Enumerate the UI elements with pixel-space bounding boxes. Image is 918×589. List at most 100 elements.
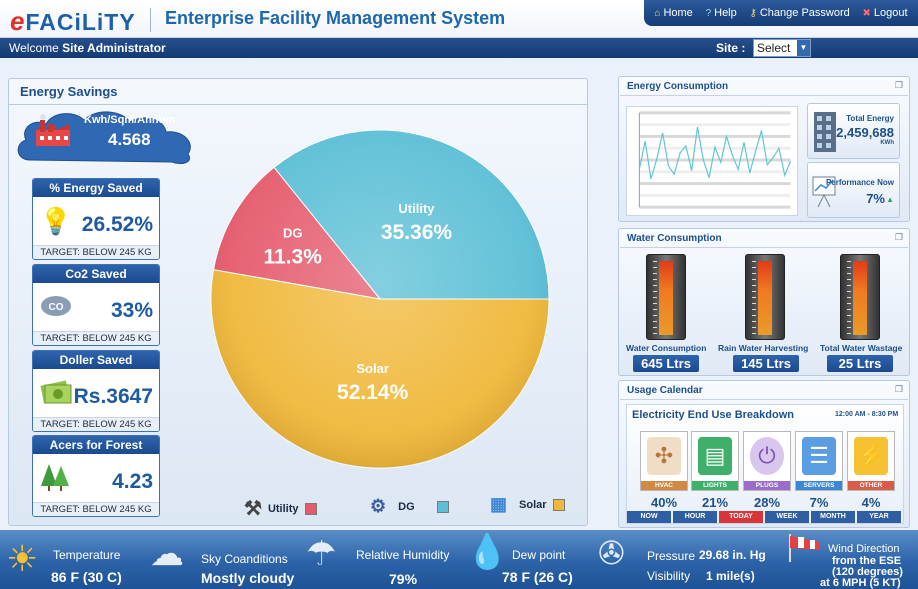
card-title: % Energy Saved (33, 179, 159, 197)
water-label: Water Consumption (626, 343, 707, 353)
maximize-icon[interactable]: ❐ (894, 80, 903, 90)
app-logo[interactable]: eFACiLiTY (10, 6, 136, 37)
nav-logout-link[interactable]: ✖ Logout (863, 7, 908, 19)
site-label: Site : (716, 41, 746, 55)
site-select-value: Select (757, 41, 791, 55)
lightbulb-icon: 💡 (39, 206, 73, 236)
temperature-value: 86 F (30 C) (51, 569, 122, 585)
help-icon: ? (705, 7, 712, 19)
usage-calendar-title: Usage Calendar (627, 385, 703, 396)
chevron-down-icon: ▼ (797, 40, 810, 56)
period-hour-button[interactable]: HOUR (673, 511, 717, 523)
key-icon: ⚷ (749, 7, 757, 19)
end-use-title: Electricity End Use Breakdown (632, 409, 794, 421)
pie-category-label: Solar (356, 361, 389, 376)
maximize-icon[interactable]: ❐ (894, 384, 903, 394)
enduse-plugs[interactable]: ⏻ PLUGS (743, 431, 791, 491)
energy-line-chart (626, 106, 798, 216)
legend-dg: ⚙ DG (370, 496, 449, 517)
total-energy-value: 2,459,688 (836, 125, 894, 140)
card-title: Acers for Forest (33, 436, 159, 454)
enduse-hvac[interactable]: ✣ HVAC (640, 431, 688, 491)
welcome-prefix: Welcome (9, 41, 59, 55)
kwh-label: Kwh/Sqm/Annum (84, 114, 176, 126)
welcome-bar: Welcome Site Administrator (0, 38, 918, 58)
pie-sheen (211, 130, 549, 468)
kwh-value: 4.568 (108, 130, 151, 149)
wind-value-3: at 6 MPH (5 KT) (820, 577, 901, 589)
water-gauge-consumption (646, 254, 686, 340)
humidity-value: 79% (389, 571, 418, 587)
pie-value-label: 35.36% (381, 221, 453, 244)
welcome-user: Site Administrator (62, 41, 166, 55)
weather-bar (0, 530, 918, 589)
solar-panel-icon: ▦ (490, 494, 508, 514)
kwh-cloud (17, 111, 191, 165)
doller-saved-card: Doller Saved Rs.3647 TARGET: BELOW 245 K… (32, 350, 160, 432)
money-icon (39, 375, 73, 411)
panel-divider (9, 104, 587, 105)
up-arrow-icon: ▲ (886, 195, 894, 204)
water-value: 145 Ltrs (733, 355, 799, 372)
enduse-label: SERVERS (796, 481, 842, 490)
card-target: TARGET: BELOW 245 KG (33, 502, 159, 516)
enduse-label: OTHER (848, 481, 894, 490)
panel-divider (620, 399, 908, 400)
period-now-button[interactable]: NOW (627, 511, 671, 523)
enduse-pct: 4% (861, 495, 881, 510)
legend-label: Solar (519, 498, 547, 511)
sky-value: Mostly cloudy (201, 570, 295, 586)
legend-swatch (436, 500, 449, 513)
dew-point-label: Dew point (512, 548, 566, 562)
acers-forest-card: Acers for Forest 4.23 TARGET: BELOW 245 … (32, 435, 160, 517)
sun-icon: ☀ (6, 538, 39, 579)
maximize-icon[interactable]: ❐ (894, 232, 903, 242)
pie-category-label: DG (283, 225, 303, 240)
enduse-lights[interactable]: ▤ LIGHTS (691, 431, 739, 491)
enduse-label: HVAC (641, 481, 687, 490)
period-month-button[interactable]: MONTH (811, 511, 855, 523)
nav-change-password-link[interactable]: ⚷ Change Password (750, 7, 850, 19)
card-value: 26.52% (81, 213, 153, 236)
top-nav: ⌂ Home ? Help ⚷ Change Password ✖ Logout (644, 0, 918, 26)
windsock-icon (789, 534, 820, 562)
cloudy-icon: ☁ (150, 535, 184, 573)
enduse-pct: 7% (809, 495, 829, 510)
pressure-value: 29.68 in. Hg (699, 548, 766, 562)
tools-icon: ⚒ (244, 498, 262, 520)
nav-help-link[interactable]: ? Help (706, 7, 737, 19)
pie-value-label: 52.14% (337, 381, 409, 404)
rain-cloud-icon: ☂ (306, 535, 337, 573)
period-year-button[interactable]: YEAR (857, 511, 901, 523)
temperature-label: Temperature (53, 548, 121, 562)
site-select[interactable]: Select ▼ (753, 39, 811, 57)
period-today-button[interactable]: TODAY (719, 511, 763, 523)
total-energy-box: Total Energy 2,459,688 KWh (807, 103, 900, 159)
enduse-other[interactable]: ⚡ OTHER (847, 431, 895, 491)
page-title: Enterprise Facility Management System (165, 8, 506, 28)
nav-home-link[interactable]: ⌂ Home (654, 7, 692, 19)
generator-icon: ⚙ (370, 496, 387, 516)
enduse-servers[interactable]: ☰ SERVERS (795, 431, 843, 491)
co2-cloud-icon: CO (39, 289, 73, 325)
period-week-button[interactable]: WEEK (765, 511, 809, 523)
lights-icon: ▤ (698, 437, 732, 475)
nav-logout-label: Logout (873, 7, 908, 19)
pie-category-label: Utility (398, 201, 435, 216)
humidity-label: Relative Humidity (356, 548, 450, 562)
server-icon: ☰ (802, 437, 836, 475)
trees-icon (39, 460, 73, 496)
water-value: 25 Ltrs (827, 355, 893, 372)
energy-series-line (638, 126, 792, 180)
home-icon: ⌂ (654, 7, 661, 19)
card-target: TARGET: BELOW 245 KG (33, 417, 159, 431)
enduse-pct: 40% (650, 495, 678, 510)
pressure-label: Pressure (647, 549, 696, 563)
legend-label: DG (398, 500, 415, 513)
other-icon: ⚡ (854, 437, 888, 475)
card-value: 33% (110, 299, 153, 322)
logout-icon: ✖ (862, 7, 871, 19)
card-title: Co2 Saved (33, 265, 159, 283)
wind-label: Wind Direction (828, 543, 900, 555)
presentation-chart-icon (812, 176, 836, 208)
